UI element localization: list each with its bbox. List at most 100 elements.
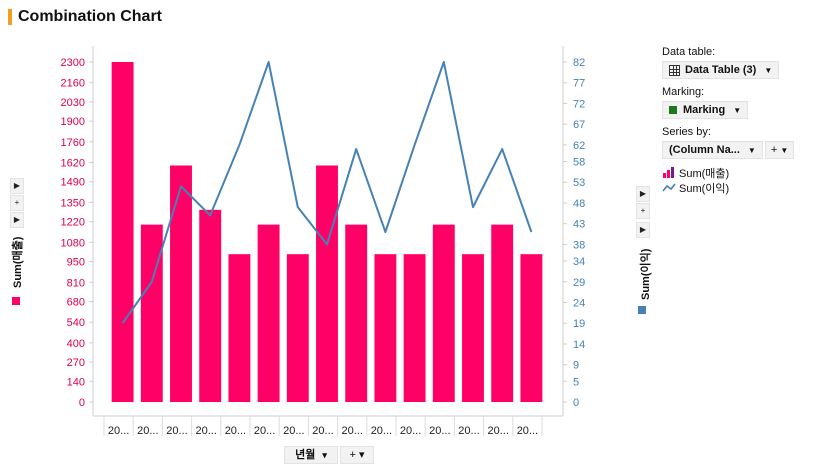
right-tick-label: 72 xyxy=(573,98,585,110)
left-tick-label: 2160 xyxy=(61,78,85,90)
left-tick-label: 0 xyxy=(79,397,85,409)
x-tick-label: 20... xyxy=(517,425,538,437)
series-by-add-button[interactable]: + ▼ xyxy=(764,141,795,159)
left-tick-label: 1080 xyxy=(61,237,85,249)
right-tick-label: 0 xyxy=(573,397,579,409)
left-tick-label: 1220 xyxy=(61,217,85,229)
legend-item-profit[interactable]: Sum(이익) xyxy=(662,180,812,195)
right-tick-label: 34 xyxy=(573,256,585,268)
x-tick-label: 20... xyxy=(312,425,333,437)
right-tick-label: 14 xyxy=(573,339,585,351)
x-tick-label: 20... xyxy=(458,425,479,437)
sales-bar xyxy=(491,224,514,402)
x-axis-title: 년월 xyxy=(295,449,316,461)
right-tick-label: 53 xyxy=(573,177,585,189)
right-tick-label: 19 xyxy=(573,318,585,330)
sales-bar xyxy=(374,254,397,402)
right-tick-label: 43 xyxy=(573,219,585,231)
left-tick-label: 1620 xyxy=(61,158,85,170)
legend-item-sales[interactable]: Sum(매출) xyxy=(662,165,812,180)
sales-bar xyxy=(170,165,192,402)
x-axis-add-button[interactable]: + ▾ xyxy=(340,446,374,464)
chevron-down-icon: ▼ xyxy=(733,105,742,115)
legend-label: Sum(매출) xyxy=(679,167,730,180)
sales-bar xyxy=(286,254,309,402)
data-table-value: Data Table (3) xyxy=(685,64,757,76)
right-axis-expand-button[interactable]: ▶ xyxy=(636,186,650,202)
left-tick-label: 950 xyxy=(67,257,85,269)
x-tick-label: 20... xyxy=(283,425,304,437)
left-tick-label: 270 xyxy=(67,357,85,369)
right-tick-label: 38 xyxy=(573,239,585,251)
left-tick-label: 540 xyxy=(67,317,85,329)
sales-bar xyxy=(228,254,251,402)
left-axis-menu-button[interactable]: ▶ xyxy=(10,212,24,228)
left-tick-label: 2300 xyxy=(61,57,85,69)
series-by-label: Series by: xyxy=(662,126,711,138)
sales-bar xyxy=(462,254,484,402)
profit-line xyxy=(121,61,533,324)
right-tick-label: 82 xyxy=(573,57,585,69)
right-tick-label: 62 xyxy=(573,140,585,152)
left-axis-title[interactable]: Sum(매출) xyxy=(12,236,24,288)
x-axis-selector[interactable]: 년월 ▾ xyxy=(284,446,338,464)
line-chart-icon xyxy=(662,183,676,192)
right-tick-label: 9 xyxy=(573,360,579,372)
sales-bar xyxy=(432,224,455,402)
title-accent-bar xyxy=(8,9,12,25)
chevron-down-icon: ▾ xyxy=(322,450,327,460)
sales-bar xyxy=(345,224,368,402)
series-by-dropdown[interactable]: (Column Na... ▼ xyxy=(662,141,763,159)
x-tick-label: 20... xyxy=(195,425,216,437)
left-tick-label: 400 xyxy=(67,338,85,350)
x-tick-label: 20... xyxy=(254,425,275,437)
x-tick-label: 20... xyxy=(371,425,392,437)
chart-title-bar: Combination Chart xyxy=(8,7,162,27)
left-tick-label: 680 xyxy=(67,296,85,308)
chart-properties-panel: Data table: Data Table (3) ▼ Marking: Ma… xyxy=(662,46,812,195)
chart-title: Combination Chart xyxy=(18,8,162,25)
sales-bar xyxy=(111,62,134,402)
series-by-row: (Column Na... ▼ + ▼ xyxy=(662,141,812,159)
x-tick-label: 20... xyxy=(400,425,421,437)
sales-bar xyxy=(257,224,280,402)
sales-bar xyxy=(140,224,163,402)
right-tick-label: 5 xyxy=(573,376,579,388)
left-tick-label: 2030 xyxy=(61,97,85,109)
right-axis-add-button[interactable]: + xyxy=(636,203,650,219)
x-tick-label: 20... xyxy=(341,425,362,437)
x-tick-label: 20... xyxy=(166,425,187,437)
right-tick-label: 77 xyxy=(573,78,585,90)
chevron-down-icon: ▼ xyxy=(764,65,773,75)
right-tick-label: 58 xyxy=(573,157,585,169)
x-tick-label: 20... xyxy=(137,425,158,437)
x-tick-label: 20... xyxy=(108,425,129,437)
right-axis-title[interactable]: Sum(이익) xyxy=(640,248,652,300)
marking-label: Marking: xyxy=(662,86,705,98)
x-tick-label: 20... xyxy=(487,425,508,437)
left-axis-expand-button[interactable]: ▶ xyxy=(10,178,24,194)
left-tick-label: 1490 xyxy=(61,177,85,189)
sales-bar xyxy=(199,209,222,402)
table-icon xyxy=(669,64,680,76)
right-tick-label: 24 xyxy=(573,297,585,309)
left-axis-add-button[interactable]: + xyxy=(10,195,24,211)
right-axis-menu-button[interactable]: ▶ xyxy=(636,222,650,238)
right-axis-color-swatch xyxy=(638,306,646,314)
right-tick-label: 67 xyxy=(573,119,585,131)
marking-dropdown[interactable]: Marking ▼ xyxy=(662,101,749,119)
sales-bar xyxy=(520,254,543,402)
left-tick-label: 1900 xyxy=(61,116,85,128)
chevron-down-icon: ▼ xyxy=(747,145,756,155)
sales-bar xyxy=(403,254,426,402)
right-tick-label: 29 xyxy=(573,277,585,289)
x-tick-label: 20... xyxy=(225,425,246,437)
bar-chart-icon xyxy=(663,167,674,178)
series-by-value: (Column Na... xyxy=(669,144,740,156)
left-tick-label: 810 xyxy=(67,277,85,289)
left-tick-label: 1760 xyxy=(61,137,85,149)
x-tick-label: 20... xyxy=(429,425,450,437)
right-tick-label: 48 xyxy=(573,198,585,210)
data-table-dropdown[interactable]: Data Table (3) ▼ xyxy=(662,61,780,79)
